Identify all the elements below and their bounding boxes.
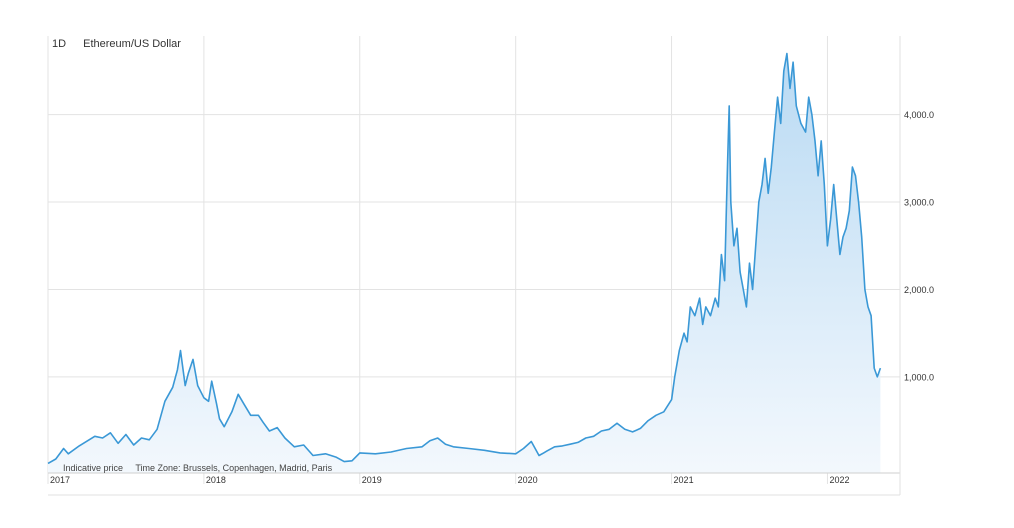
instrument-title: Ethereum/US Dollar bbox=[83, 38, 181, 50]
x-tick-label: 2019 bbox=[362, 475, 382, 485]
x-tick-label: 2021 bbox=[674, 475, 694, 485]
x-tick-label: 2022 bbox=[829, 475, 849, 485]
chart-footnote: Indicative price Time Zone: Brussels, Co… bbox=[63, 463, 342, 473]
y-tick-label: 3,000.0 bbox=[904, 198, 934, 208]
x-tick-label: 2020 bbox=[518, 475, 538, 485]
indicative-price-note: Indicative price bbox=[63, 463, 124, 473]
interval-label[interactable]: 1D bbox=[52, 38, 67, 50]
axes: 1,000.0 2,000.0 3,000.0 4,000.0 2017 2018 2019… bbox=[48, 36, 934, 496]
y-tick-label: 1,000.0 bbox=[904, 372, 934, 382]
price-line[interactable] bbox=[47, 52, 882, 465]
timezone-note: Time Zone: Brussels, Copenhagen, Madrid,… bbox=[135, 463, 333, 473]
price-area-fill bbox=[48, 53, 881, 473]
chart-header: 1D Ethereum/US Dollar bbox=[52, 38, 181, 50]
x-tick-label: 2017 bbox=[50, 475, 70, 485]
y-tick-label: 4,000.0 bbox=[904, 110, 934, 120]
y-tick-label: 2,000.0 bbox=[904, 285, 934, 295]
x-tick-label: 2018 bbox=[206, 475, 226, 485]
